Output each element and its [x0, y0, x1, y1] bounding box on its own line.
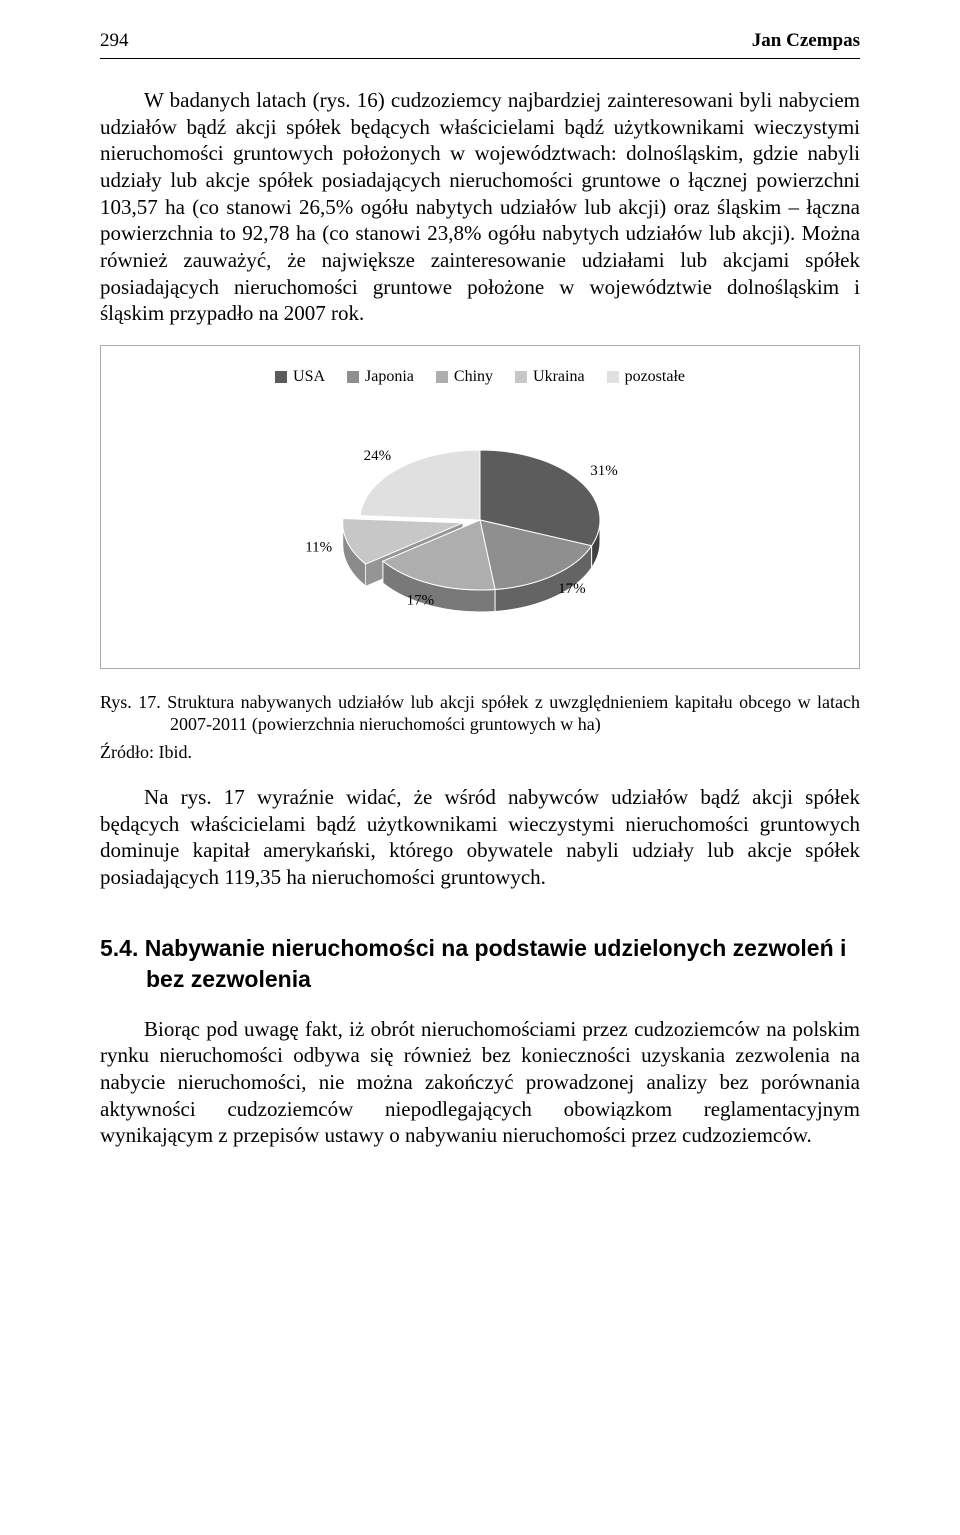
source-line: Źródło: Ibid.: [100, 742, 860, 763]
pie-slice-label: 31%: [590, 463, 618, 479]
legend-item: pozostałe: [607, 368, 685, 386]
running-header: 294 Jan Czempas: [100, 30, 860, 59]
legend-swatch: [347, 371, 359, 383]
legend-item: USA: [275, 368, 325, 386]
legend-swatch: [607, 371, 619, 383]
legend-label: USA: [293, 368, 325, 386]
page: 294 Jan Czempas W badanych latach (rys. …: [0, 0, 960, 1535]
paragraph-1: W badanych latach (rys. 16) cudzoziemcy …: [100, 87, 860, 327]
legend-swatch: [275, 371, 287, 383]
legend-item: Japonia: [347, 368, 414, 386]
figure-caption: Rys. 17. Struktura nabywanych udziałów l…: [100, 691, 860, 736]
legend-label: Ukraina: [533, 368, 585, 386]
page-number: 294: [100, 30, 129, 52]
author-name: Jan Czempas: [752, 30, 860, 52]
pie-slice-label: 11%: [305, 539, 332, 555]
paragraph-2: Na rys. 17 wyraźnie widać, że wśród naby…: [100, 784, 860, 891]
chart-legend: USA Japonia Chiny Ukraina pozostałe: [101, 368, 859, 386]
pie-slice-label: 17%: [407, 592, 435, 608]
paragraph-3: Biorąc pod uwagę fakt, iż obrót nierucho…: [100, 1016, 860, 1149]
pie-chart-svg: 31% 17% 17% 11% 24%: [280, 410, 680, 640]
pie-slice-label: 17%: [558, 581, 586, 597]
section-heading: 5.4. Nabywanie nieruchomości na podstawi…: [100, 933, 860, 995]
legend-item: Chiny: [436, 368, 493, 386]
figure-caption-text: Rys. 17. Struktura nabywanych udziałów l…: [100, 691, 860, 736]
pie-chart-frame: USA Japonia Chiny Ukraina pozostałe 31% 17% 17…: [100, 345, 860, 669]
legend-swatch: [436, 371, 448, 383]
legend-label: Japonia: [365, 368, 414, 386]
pie-chart: 31% 17% 17% 11% 24%: [101, 410, 859, 640]
pie-slice-label: 24%: [364, 448, 392, 464]
legend-label: Chiny: [454, 368, 493, 386]
legend-label: pozostałe: [625, 368, 685, 386]
legend-item: Ukraina: [515, 368, 585, 386]
legend-swatch: [515, 371, 527, 383]
